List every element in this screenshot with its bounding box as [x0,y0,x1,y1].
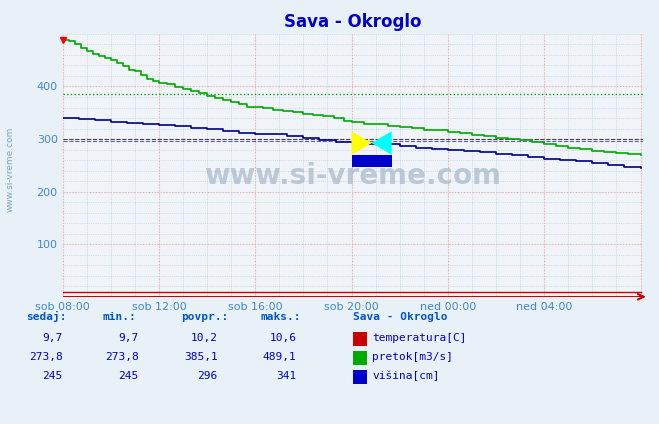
Text: 9,7: 9,7 [42,333,63,343]
Text: 489,1: 489,1 [263,352,297,363]
Text: www.si-vreme.com: www.si-vreme.com [5,127,14,212]
Text: 273,8: 273,8 [29,352,63,363]
Text: min.:: min.: [102,312,136,322]
Text: Sava - Okroglo: Sava - Okroglo [353,312,447,322]
Text: 245: 245 [118,371,138,382]
Text: 296: 296 [197,371,217,382]
Text: temperatura[C]: temperatura[C] [372,333,467,343]
Bar [351,155,391,167]
Text: pretok[m3/s]: pretok[m3/s] [372,352,453,363]
Text: 245: 245 [42,371,63,382]
Polygon shape [372,131,391,155]
Text: sedaj:: sedaj: [26,311,67,322]
Title: Sava - Okroglo: Sava - Okroglo [284,13,421,31]
Text: maks.:: maks.: [260,312,301,322]
Text: 10,2: 10,2 [190,333,217,343]
Text: 9,7: 9,7 [118,333,138,343]
Text: www.si-vreme.com: www.si-vreme.com [204,162,501,190]
Polygon shape [351,131,372,155]
Text: 273,8: 273,8 [105,352,138,363]
Text: 385,1: 385,1 [184,352,217,363]
Text: 341: 341 [276,371,297,382]
Text: povpr.:: povpr.: [181,312,229,322]
Text: 10,6: 10,6 [270,333,297,343]
Text: višina[cm]: višina[cm] [372,371,440,382]
